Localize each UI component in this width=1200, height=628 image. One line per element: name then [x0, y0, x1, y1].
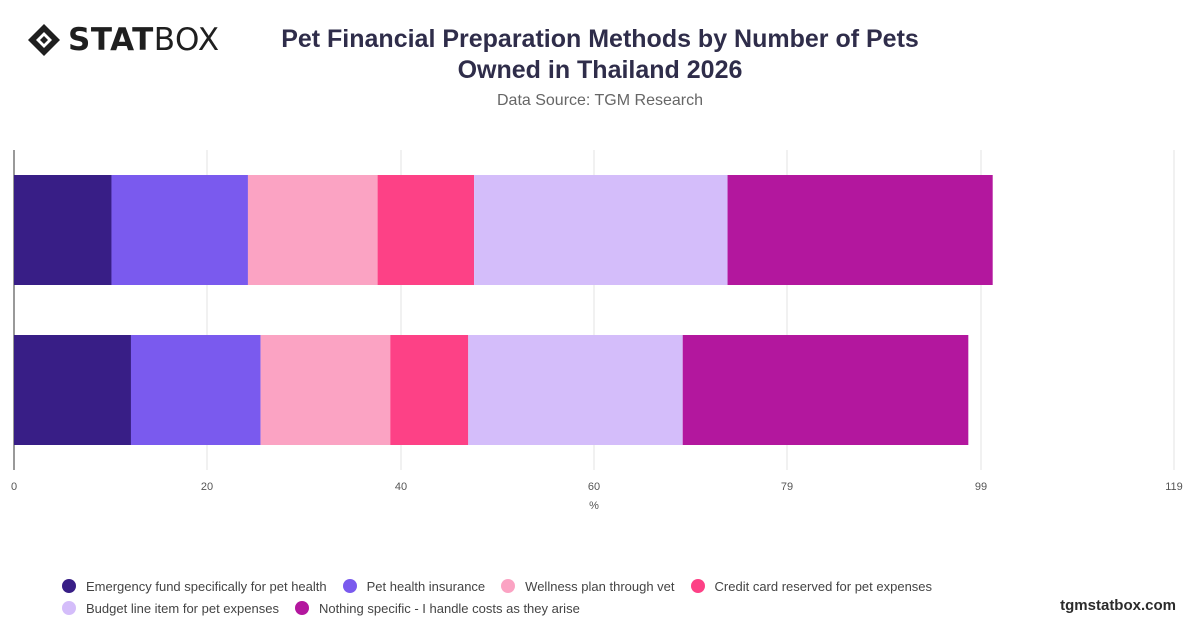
- legend-swatch: [342, 579, 357, 593]
- bar-segment: [247, 175, 378, 285]
- legend-swatch: [501, 579, 516, 593]
- legend-label: Emergency fund specifically for pet heal…: [86, 578, 327, 594]
- stacked-bar-chart: 0 20 40 60 79 99 119%: [11, 150, 1183, 512]
- legend-item[interactable]: Credit card reserved for pet expenses: [690, 578, 933, 594]
- x-tick-label: 99: [975, 481, 987, 493]
- chart-title: Pet Financial Preparation Methods by Num…: [250, 24, 950, 86]
- bar-segment: [727, 175, 993, 285]
- legend-item[interactable]: Nothing specific - I handle costs as the…: [294, 600, 580, 616]
- legend-label: Wellness plan through vet: [525, 578, 675, 594]
- legend-item[interactable]: Budget line item for pet expenses: [62, 600, 279, 616]
- legend-label: Credit card reserved for pet expenses: [714, 578, 933, 594]
- bar-segment: [130, 335, 261, 445]
- legend-label: Budget line item for pet expenses: [86, 600, 279, 616]
- bar-segment: [111, 175, 248, 285]
- chart-title-line-2: Owned in Thailand 2026: [457, 56, 743, 84]
- bar-segment: [474, 175, 728, 285]
- x-tick-label: 79: [781, 481, 793, 493]
- legend-item[interactable]: Wellness plan through vet: [501, 578, 675, 594]
- legend-swatch: [62, 579, 76, 593]
- x-axis-label: %: [589, 500, 599, 512]
- bar-segment: [468, 335, 683, 445]
- legend-swatch: [294, 601, 309, 615]
- legend-item[interactable]: Emergency fund specifically for pet heal…: [62, 578, 327, 594]
- legend-swatch: [690, 579, 705, 593]
- legend-swatch: [62, 601, 76, 615]
- bar-segment: [682, 335, 969, 445]
- bar-segment: [14, 335, 131, 445]
- chart-title-line-1: Pet Financial Preparation Methods by Num…: [281, 25, 919, 53]
- bar-segment: [377, 175, 475, 285]
- chart-legend: Emergency fund specifically for pet heal…: [62, 578, 1162, 616]
- bar-segment: [14, 175, 112, 285]
- legend-item[interactable]: Pet health insurance: [342, 578, 486, 594]
- x-tick-label: 119: [1165, 481, 1183, 493]
- x-tick-label: 40: [395, 481, 407, 493]
- x-tick-label: 20: [201, 481, 213, 493]
- chart-subtitle: Data Source: TGM Research: [496, 92, 703, 109]
- bar-segment: [390, 335, 469, 445]
- legend-label: Nothing specific - I handle costs as the…: [318, 600, 580, 616]
- footer-brand: tgmstatbox.com: [1060, 597, 1176, 614]
- logo-wordmark: STATBOX: [68, 22, 220, 58]
- x-tick-label: 60: [588, 481, 600, 493]
- diamond-logo-icon: [28, 24, 60, 56]
- x-tick-label: 0: [11, 481, 17, 493]
- legend-label: Pet health insurance: [366, 578, 486, 594]
- bar-segment: [260, 335, 391, 445]
- statbox-logo: STATBOX: [26, 22, 220, 58]
